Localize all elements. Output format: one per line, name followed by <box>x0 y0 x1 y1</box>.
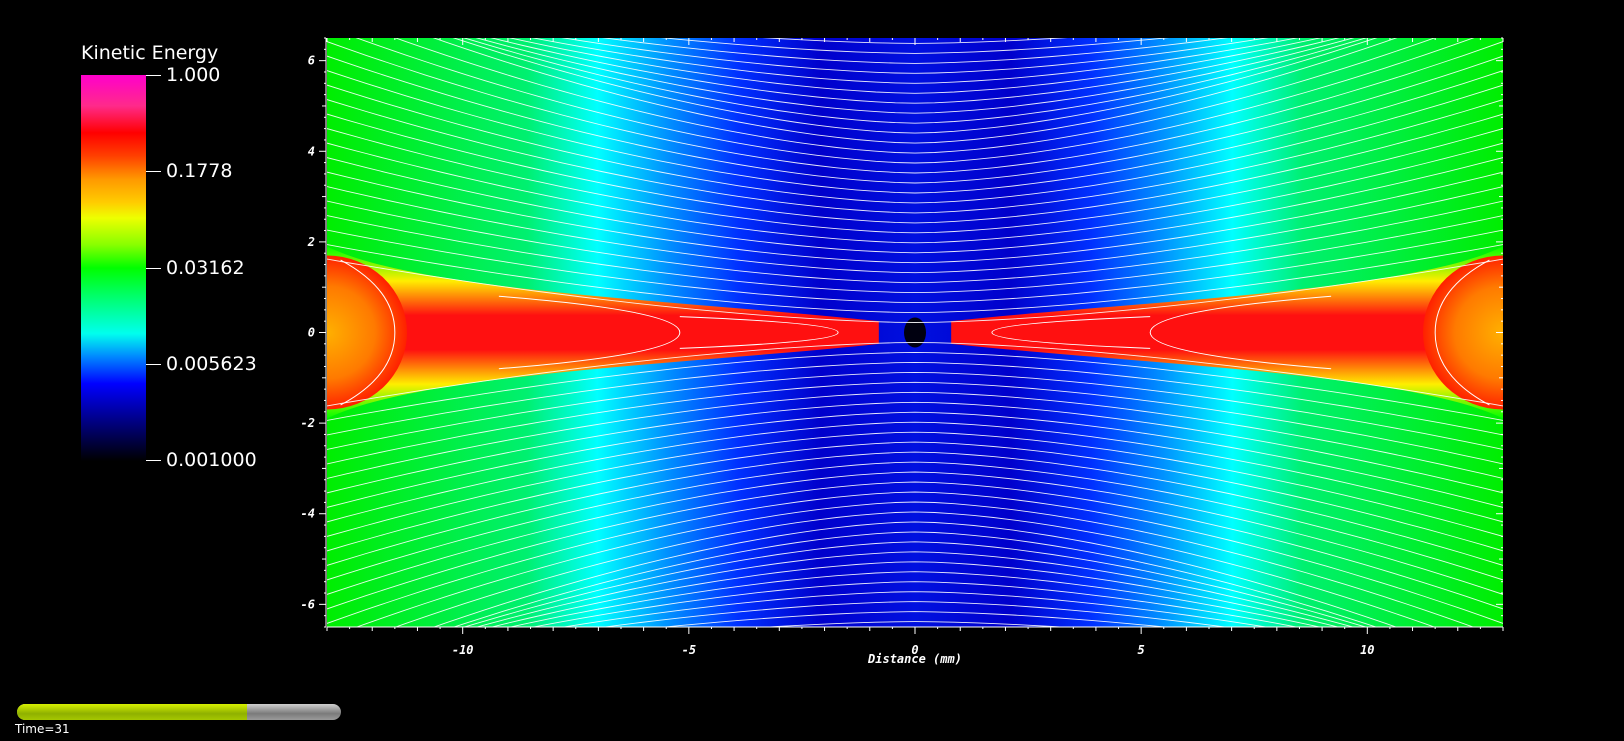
streamline <box>355 38 1475 164</box>
streamline <box>327 342 1503 407</box>
stagnation-point <box>904 317 926 348</box>
contour-line <box>1434 259 1490 406</box>
x-tick-label: 0 <box>911 643 918 657</box>
x-tick-label: 5 <box>1138 643 1145 657</box>
streamline <box>432 521 1398 627</box>
streamline <box>327 381 1503 465</box>
contour-line <box>1149 295 1332 370</box>
jet-hot-region-left <box>327 255 407 410</box>
streamline <box>327 451 1503 566</box>
time-label: Time=31 <box>15 722 70 736</box>
streamline <box>327 229 1503 304</box>
streamline <box>327 128 1503 234</box>
streamline <box>327 481 1503 610</box>
y-tick-label: 4 <box>308 144 315 158</box>
streamline <box>327 215 1503 294</box>
streamline <box>394 511 1436 627</box>
colorbar-tick <box>146 460 161 461</box>
contour-line <box>679 316 839 349</box>
streamline <box>327 200 1503 284</box>
streamline <box>508 38 1322 94</box>
streamline <box>475 38 1355 114</box>
streamline <box>490 38 1340 104</box>
streamline <box>432 38 1398 144</box>
streamline <box>327 391 1503 479</box>
streamline <box>327 41 1503 174</box>
streamline <box>490 561 1340 627</box>
streamline <box>327 186 1503 274</box>
streamline <box>394 38 1436 154</box>
streamline <box>561 38 1269 74</box>
y-tick-label: 2 <box>307 235 315 249</box>
streamline <box>561 591 1269 627</box>
streamline <box>762 38 1068 44</box>
streamline <box>327 401 1503 494</box>
streamline <box>327 471 1503 595</box>
streamline <box>327 55 1503 184</box>
streamline <box>531 38 1299 84</box>
streamline <box>660 38 1170 54</box>
colorbar-tick <box>146 75 161 76</box>
animation-progress-bar[interactable] <box>17 704 341 720</box>
streamline <box>452 531 1378 627</box>
y-tick-label: -6 <box>301 597 315 611</box>
streamline <box>327 371 1503 450</box>
colorbar-tick-label: 0.005623 <box>166 353 257 375</box>
streamline <box>327 491 1503 624</box>
colorbar-tick <box>146 364 161 365</box>
streamline <box>660 611 1170 627</box>
x-tick-label: 10 <box>1360 643 1374 657</box>
streamline <box>327 258 1503 323</box>
streamline <box>327 70 1503 194</box>
y-tick-label: 6 <box>308 54 315 68</box>
streamline <box>327 99 1503 214</box>
y-tick-label: -4 <box>301 507 315 521</box>
streamline <box>531 581 1299 627</box>
streamline <box>327 157 1503 254</box>
streamline <box>462 38 1368 124</box>
streamline <box>327 113 1503 224</box>
x-tick-label: -5 <box>682 643 696 657</box>
streamline <box>327 411 1503 508</box>
colorbar-tick <box>146 268 161 269</box>
contour-line <box>991 316 1151 349</box>
colorbar-tick <box>146 171 161 172</box>
streamline <box>327 351 1503 421</box>
colorbar-tick-label: 0.001000 <box>166 449 257 471</box>
streamline <box>508 571 1322 627</box>
streamline <box>462 541 1368 627</box>
streamline <box>327 461 1503 581</box>
animation-progress-fill <box>17 704 248 720</box>
streamline <box>327 0 1503 33</box>
streamline <box>327 142 1503 244</box>
streamline <box>327 84 1503 204</box>
colorbar-title: Kinetic Energy <box>81 42 219 64</box>
streamline <box>327 421 1503 523</box>
jet-region <box>327 246 1503 419</box>
streamline <box>601 38 1229 64</box>
colorbar <box>81 75 146 461</box>
streamline <box>452 38 1378 134</box>
x-axis-label: Distance (mm) <box>867 652 962 666</box>
streamline <box>327 441 1503 552</box>
contour-line <box>498 295 681 370</box>
streamline <box>327 171 1503 264</box>
streamline <box>355 501 1475 627</box>
streamline <box>327 361 1503 436</box>
y-tick-label: 0 <box>308 326 315 340</box>
streamline <box>601 601 1229 627</box>
contour-line <box>340 259 396 406</box>
streamline <box>475 551 1355 627</box>
streamline <box>327 431 1503 537</box>
x-tick-label: -10 <box>452 643 474 657</box>
colorbar-tick-label: 1.000 <box>166 64 221 86</box>
streamline <box>327 244 1503 314</box>
colorbar-tick-label: 0.1778 <box>166 160 233 182</box>
y-tick-label: -2 <box>301 416 315 430</box>
jet-hot-region-right <box>1423 255 1503 410</box>
streamline <box>762 621 1068 627</box>
colorbar-tick-label: 0.03162 <box>166 257 245 279</box>
